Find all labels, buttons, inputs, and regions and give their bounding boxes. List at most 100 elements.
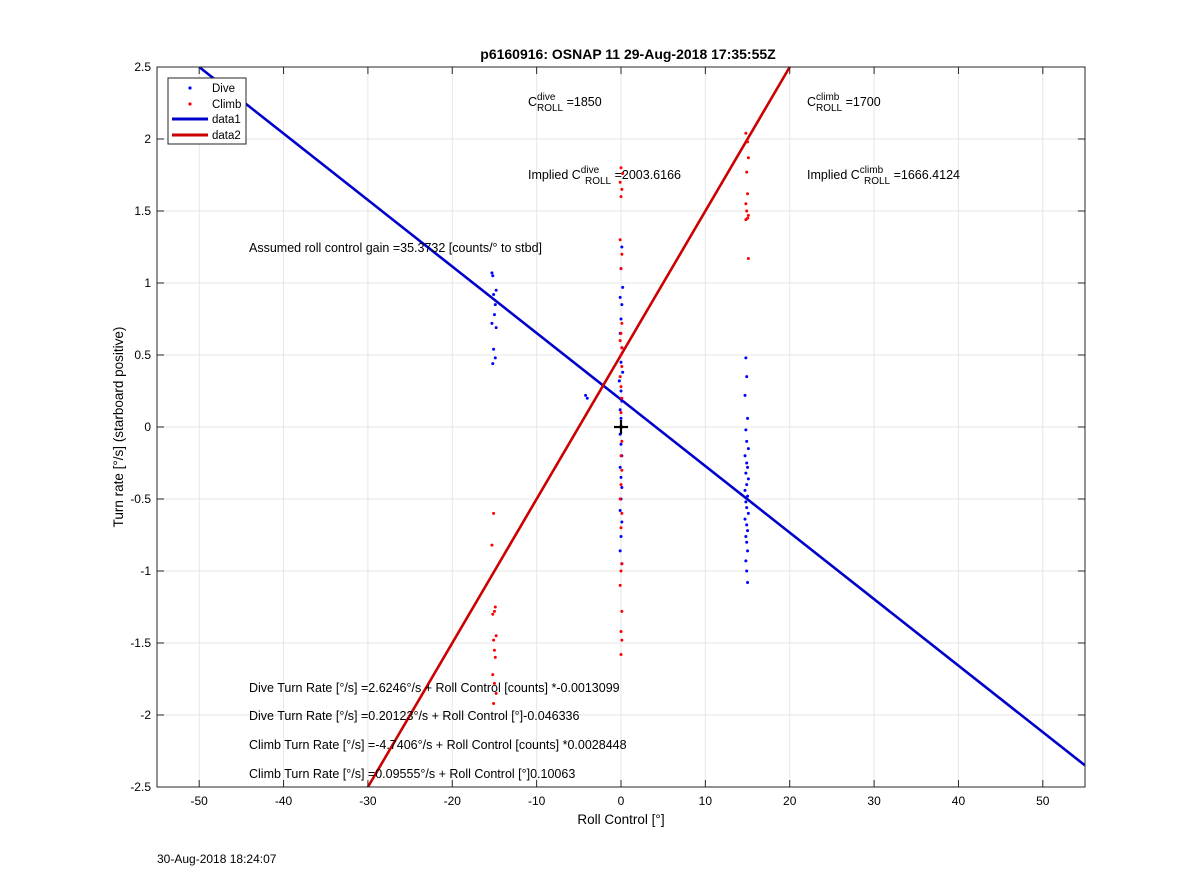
annotation-climb-fit-degrees: Climb Turn Rate [°/s] =0.09555°/s + Roll… — [249, 767, 575, 781]
annotation-implied-climb: Implied Cclimb ROLL =1666.4124 — [807, 165, 960, 187]
data-point-climb — [618, 583, 622, 587]
y-tick-label: 2 — [144, 132, 151, 146]
data-point-dive — [584, 393, 588, 397]
legend-dive-label: Dive — [212, 83, 235, 95]
data-point-dive — [744, 471, 748, 475]
data-point-dive — [746, 447, 750, 451]
data-point-climb — [744, 202, 748, 206]
y-tick-label: -2 — [140, 708, 151, 722]
data-point-dive — [745, 540, 749, 544]
data-point-climb — [492, 701, 496, 705]
data-point-dive — [744, 428, 748, 432]
annotation-c-dive: Cdive ROLL =1850 — [528, 92, 602, 114]
data-point-climb — [746, 192, 750, 196]
data-point-dive — [745, 483, 749, 487]
data-point-dive — [492, 293, 496, 297]
legend-box — [167, 77, 247, 145]
data-point-dive — [746, 477, 750, 481]
data-point-dive — [619, 317, 623, 321]
data-point-climb — [618, 497, 622, 501]
data-point-dive — [618, 509, 622, 513]
data-point-dive — [745, 569, 749, 573]
data-point-climb — [620, 562, 624, 566]
data-point-dive — [620, 303, 624, 307]
data-point-climb — [621, 172, 625, 176]
y-tick-label: 1.5 — [134, 204, 151, 218]
legend-climb-marker — [188, 102, 192, 106]
y-axis-label: Turn rate [°/s] (starboard positive) — [111, 327, 126, 528]
x-tick-label: 30 — [867, 794, 881, 808]
annotation-dive-fit-degrees: Dive Turn Rate [°/s] =0.20123°/s + Roll … — [249, 709, 579, 723]
data-point-dive — [618, 465, 622, 469]
data-point-dive — [746, 529, 750, 533]
data-point-climb — [618, 375, 622, 379]
data-point-dive — [493, 356, 497, 360]
legend: Dive Climb data1 data2 — [167, 77, 247, 145]
data-point-climb — [619, 483, 623, 487]
data-point-dive — [621, 370, 625, 374]
tick-labels: -50 -40 -30 -20 -10 0 10 20 30 40 50-2.5-2-1.5-1-0… — [130, 60, 1085, 808]
data-point-dive — [744, 356, 748, 360]
data-point-dive — [746, 465, 750, 469]
data-point-climb — [619, 569, 623, 573]
data-point-climb — [620, 511, 624, 515]
y-tick-label: -0.5 — [130, 492, 151, 506]
data-point-climb — [620, 396, 624, 400]
data-point-climb — [620, 365, 624, 369]
data-point-climb — [493, 655, 497, 659]
data-point-dive — [746, 416, 750, 420]
data-point-dive — [493, 303, 497, 307]
data-point-dive — [492, 347, 496, 351]
data-point-climb — [492, 609, 496, 613]
data-point-climb — [492, 648, 496, 652]
data-point-climb — [618, 180, 622, 184]
data-point-climb — [620, 468, 624, 472]
data-point-dive — [494, 326, 498, 330]
y-tick-label: -1.5 — [130, 636, 151, 650]
data-point-dive — [617, 379, 621, 383]
x-tick-label: 50 — [1036, 794, 1050, 808]
data-point-climb — [492, 681, 496, 685]
plot-area — [198, 67, 1085, 787]
y-tick-label: 0 — [144, 420, 151, 434]
y-tick-label: 0.5 — [134, 348, 151, 362]
data-point-climb — [620, 252, 624, 256]
footer-timestamp: 30-Aug-2018 18:24:07 — [157, 852, 277, 866]
data-point-dive — [621, 285, 625, 289]
x-tick-label: -20 — [444, 794, 462, 808]
y-tick-label: -2.5 — [130, 780, 151, 794]
data-point-climb — [746, 213, 750, 217]
annotation-dive-fit-counts: Dive Turn Rate [°/s] =2.6246°/s + Roll C… — [249, 681, 620, 695]
legend-dive-marker — [188, 86, 192, 90]
data-point-climb — [618, 339, 622, 343]
data-point-climb — [620, 187, 624, 191]
data-point-dive — [620, 485, 624, 489]
data-point-dive — [745, 375, 749, 379]
annotations: Cdive ROLL =1850 Cclimb ROLL =1700 Implied… — [249, 92, 960, 781]
data-point-dive — [745, 523, 749, 527]
data-point-dive — [618, 295, 622, 299]
data-point-climb — [493, 605, 497, 609]
data-point-climb — [619, 331, 623, 335]
x-axis-label: Roll Control [°] — [577, 812, 664, 827]
data-point-climb — [492, 511, 496, 515]
data-point-dive — [491, 274, 495, 278]
data-point-dive — [620, 520, 624, 524]
data-point-climb — [620, 439, 624, 443]
x-tick-label: 0 — [618, 794, 625, 808]
data-point-climb — [620, 321, 624, 325]
annotation-roll-gain: Assumed roll control gain =35.3732 [coun… — [249, 241, 542, 255]
data-point-dive — [619, 475, 623, 479]
data-point-climb — [619, 385, 623, 389]
x-tick-label: -40 — [275, 794, 293, 808]
data-point-climb — [490, 543, 494, 547]
x-tick-label: 40 — [952, 794, 966, 808]
data-point-dive — [745, 506, 749, 510]
x-tick-label: -30 — [359, 794, 377, 808]
x-tick-label: 10 — [699, 794, 713, 808]
data-point-dive — [492, 313, 496, 317]
x-tick-label: -50 — [191, 794, 209, 808]
annotation-climb-fit-counts: Climb Turn Rate [°/s] =-4.7406°/s + Roll… — [249, 738, 627, 752]
data-point-dive — [746, 494, 750, 498]
data-point-dive — [494, 288, 498, 292]
